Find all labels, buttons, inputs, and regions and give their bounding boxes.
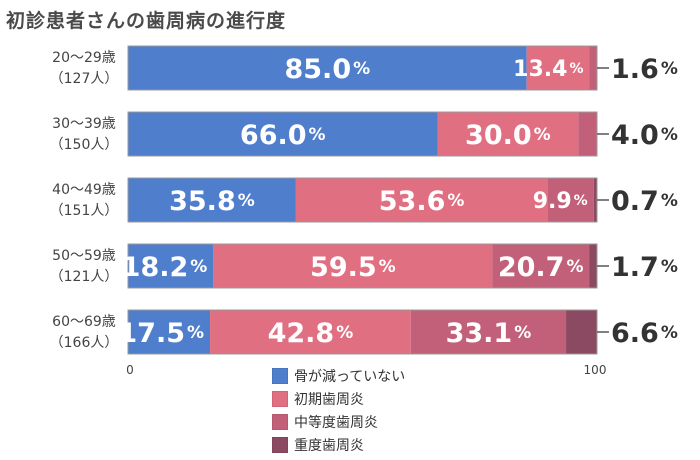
bar-segment [589, 46, 597, 90]
bar-segment [410, 310, 567, 354]
data-label: 9.9% [533, 189, 588, 214]
data-label-outside: 4.0% [611, 120, 678, 151]
legend-swatch [272, 413, 288, 430]
data-label: 53.6% [379, 186, 465, 217]
data-label: 42.8% [268, 318, 354, 349]
bar-segment [128, 178, 296, 222]
data-label: 33.1% [446, 318, 532, 349]
data-label-outside: 1.7% [611, 252, 678, 283]
legend-item: 中等度歯周炎 [272, 410, 405, 433]
bar-segment [128, 244, 214, 288]
bar-segment [566, 310, 597, 354]
data-label: 35.8% [169, 186, 255, 217]
bar-segment [213, 244, 493, 288]
bar-segment [526, 46, 590, 90]
bar-segment [578, 112, 597, 156]
category-count-label: （150人） [50, 137, 119, 153]
legend-item: 骨が減っていない [272, 364, 405, 387]
legend-label: 骨が減っていない [294, 368, 406, 385]
legend-label: 中等度歯周炎 [294, 414, 378, 431]
bar-segment [210, 310, 411, 354]
data-label: 85.0% [284, 54, 370, 85]
data-label: 59.5% [310, 252, 396, 283]
category-count-label: （121人） [50, 269, 119, 285]
legend-label: 初期歯周炎 [294, 391, 364, 408]
bar-segment [437, 112, 579, 156]
legend-swatch [272, 390, 288, 407]
category-count-label: （127人） [50, 71, 119, 87]
chart-legend: 骨が減っていない 初期歯周炎中等度歯周炎 重度歯周炎 [272, 364, 405, 456]
category-label: 30～39歳 [52, 116, 116, 132]
data-label-outside: 6.6% [611, 318, 678, 349]
category-count-label: （166人） [50, 335, 119, 351]
legend-swatch [272, 367, 288, 384]
legend-item: 初期歯周炎 [272, 387, 405, 410]
category-label: 40～49歳 [52, 182, 116, 198]
bar-segment [589, 244, 597, 288]
data-label: 66.0% [240, 120, 326, 151]
bar-segment [492, 244, 590, 288]
data-label-outside: 0.7% [611, 186, 678, 217]
bar-segment [128, 46, 527, 90]
bar-segment [547, 178, 594, 222]
legend-swatch [272, 436, 288, 453]
data-label-outside: 1.6% [611, 54, 678, 85]
category-label: 20～29歳 [52, 50, 116, 66]
category-label: 60～69歳 [52, 314, 116, 330]
data-label: 30.0% [465, 120, 551, 151]
bar-segment [295, 178, 548, 222]
x-tick-label: 100 [584, 363, 607, 377]
chart-title: 初診患者さんの歯周病の進行度 [6, 10, 287, 32]
bar-segment [128, 310, 211, 354]
category-count-label: （151人） [50, 203, 119, 219]
data-label: 20.7% [498, 252, 584, 283]
legend-item: 重度歯周炎 [272, 433, 405, 456]
bar-segment [128, 112, 438, 156]
x-tick-label: 0 [126, 363, 134, 377]
bar-segment [593, 178, 597, 222]
data-label: 13.4% [513, 57, 583, 82]
category-label: 50～59歳 [52, 248, 116, 264]
legend-label: 重度歯周炎 [294, 437, 364, 454]
data-label: 17.5% [118, 318, 204, 349]
data-label: 18.2% [122, 252, 208, 283]
